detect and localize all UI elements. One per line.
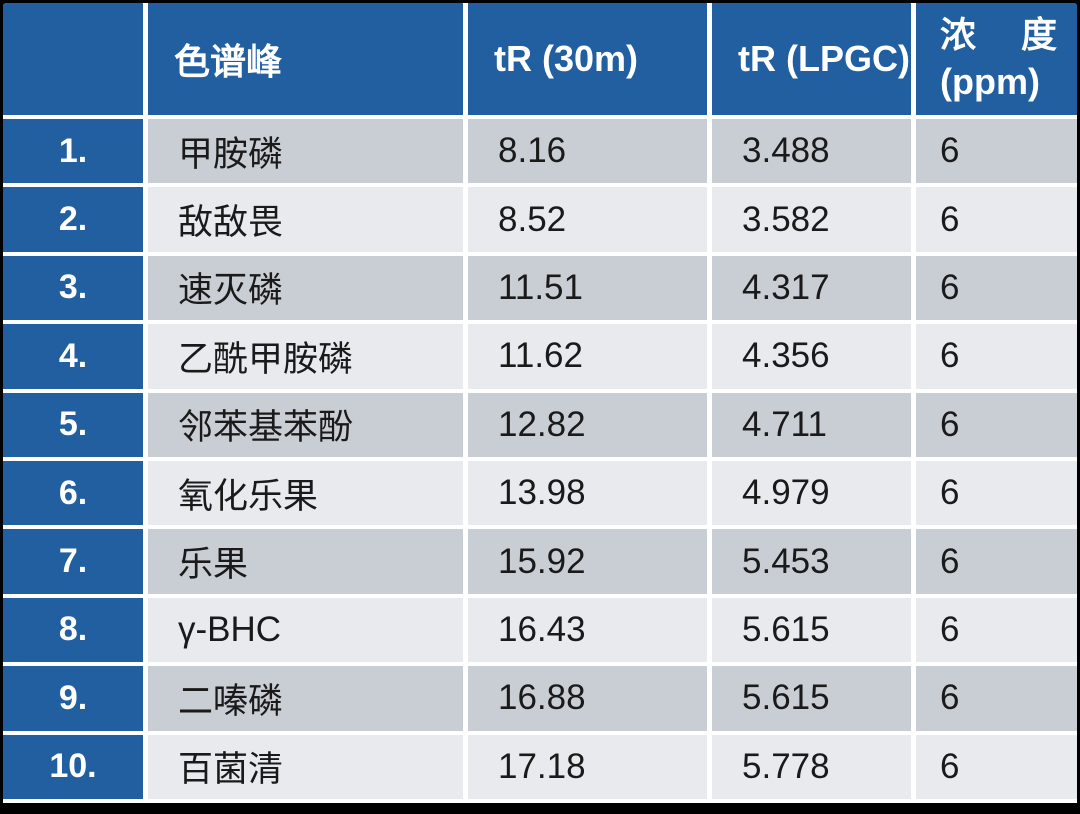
tr-lpgc-value-cell: 3.488 [712, 119, 911, 184]
row-number-cell: 6. [3, 461, 143, 526]
header-corner-cell [3, 3, 143, 115]
table-background: 色谱峰 tR (30m) tR (LPGC) 浓 度 (ppm) 1. 甲胺磷 8.… [3, 3, 1077, 803]
tr-lpgc-value-cell: 4.317 [712, 255, 911, 321]
compound-name-cell: 乙酰甲胺磷 [148, 324, 463, 389]
concentration-value-cell: 6 [916, 597, 1077, 663]
tr-lpgc-value-cell: 3.582 [712, 187, 911, 252]
tr-30m-value-cell: 16.43 [468, 597, 707, 663]
compound-name-cell: 敌敌畏 [148, 187, 463, 252]
concentration-value-cell: 6 [916, 255, 1077, 321]
retention-time-table: 色谱峰 tR (30m) tR (LPGC) 浓 度 (ppm) 1. 甲胺磷 8.… [3, 3, 1077, 799]
concentration-value-cell: 6 [916, 392, 1077, 457]
concentration-value-cell: 6 [916, 734, 1077, 799]
header-peak-name: 色谱峰 [148, 3, 463, 115]
concentration-value-cell: 6 [916, 666, 1077, 731]
concentration-label-line1: 浓 度 [940, 14, 1057, 56]
row-number-cell: 3. [3, 255, 143, 321]
tr-30m-value-cell: 13.98 [468, 461, 707, 526]
tr-30m-value-cell: 11.51 [468, 255, 707, 321]
row-number-cell: 1. [3, 119, 143, 184]
tr-lpgc-value-cell: 5.453 [712, 529, 911, 594]
compound-name-cell: 二嗪磷 [148, 666, 463, 731]
tr-lpgc-value-cell: 4.711 [712, 392, 911, 457]
row-number-cell: 7. [3, 529, 143, 594]
row-number-cell: 2. [3, 187, 143, 252]
tr-lpgc-value-cell: 4.979 [712, 461, 911, 526]
compound-name-cell: 速灭磷 [148, 255, 463, 321]
tr-30m-value-cell: 12.82 [468, 392, 707, 457]
compound-name-cell: 氧化乐果 [148, 461, 463, 526]
tr-30m-value-cell: 15.92 [468, 529, 707, 594]
tr-30m-value-cell: 11.62 [468, 324, 707, 389]
concentration-label-line2: (ppm) [940, 61, 1040, 102]
compound-name-cell: 甲胺磷 [148, 119, 463, 184]
row-number-cell: 4. [3, 324, 143, 389]
concentration-value-cell: 6 [916, 529, 1077, 594]
tr-30m-value-cell: 16.88 [468, 666, 707, 731]
tr-lpgc-value-cell: 5.615 [712, 597, 911, 663]
header-tr-lpgc: tR (LPGC) [712, 3, 911, 115]
concentration-value-cell: 6 [916, 187, 1077, 252]
row-number-cell: 9. [3, 666, 143, 731]
tr-30m-value-cell: 17.18 [468, 734, 707, 799]
tr-30m-value-cell: 8.16 [468, 119, 707, 184]
row-number-cell: 5. [3, 392, 143, 457]
compound-name-cell: 邻苯基苯酚 [148, 392, 463, 457]
header-concentration: 浓 度 (ppm) [916, 3, 1077, 115]
concentration-value-cell: 6 [916, 324, 1077, 389]
compound-name-cell: 乐果 [148, 529, 463, 594]
row-number-cell: 10. [3, 734, 143, 799]
tr-30m-value-cell: 8.52 [468, 187, 707, 252]
tr-lpgc-value-cell: 5.615 [712, 666, 911, 731]
row-number-cell: 8. [3, 597, 143, 663]
compound-name-cell: 百菌清 [148, 734, 463, 799]
concentration-value-cell: 6 [916, 119, 1077, 184]
compound-name-cell: γ-BHC [148, 597, 463, 663]
header-tr-30m: tR (30m) [468, 3, 707, 115]
tr-lpgc-value-cell: 5.778 [712, 734, 911, 799]
concentration-value-cell: 6 [916, 461, 1077, 526]
tr-lpgc-value-cell: 4.356 [712, 324, 911, 389]
